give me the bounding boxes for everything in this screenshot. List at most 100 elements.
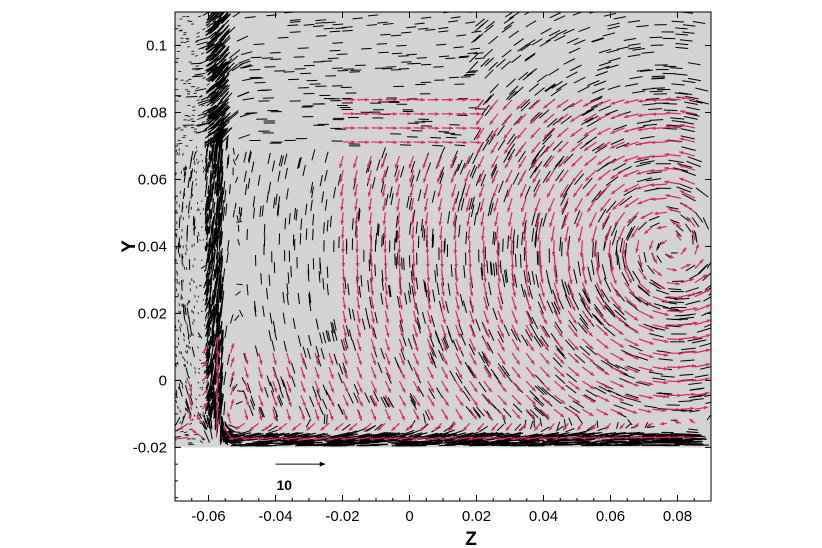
red-vector-head (245, 373, 249, 379)
black-vector (210, 151, 213, 161)
black-vector (627, 20, 641, 23)
black-vector (456, 34, 467, 37)
black-vector (179, 351, 181, 355)
red-vector-head (665, 125, 670, 129)
red-vector-head (573, 192, 578, 198)
black-vector (188, 375, 190, 379)
black-vector (407, 338, 413, 350)
black-vector (402, 429, 415, 435)
black-vector (219, 46, 230, 57)
red-vector-head (550, 237, 555, 242)
red-vector-head (678, 164, 684, 168)
black-vector (540, 335, 549, 348)
black-vector (454, 163, 460, 176)
y-tick-label: 0.02 (138, 305, 167, 322)
black-vector (501, 49, 512, 58)
black-vector (453, 9, 463, 11)
black-vector (655, 289, 670, 295)
black-vector (226, 353, 231, 366)
black-vector (524, 185, 531, 199)
red-vector-head (315, 415, 320, 421)
red-vector-head (449, 126, 454, 130)
black-vector (236, 215, 239, 222)
black-vector (616, 421, 619, 429)
red-vector-head (524, 436, 530, 441)
black-vector (593, 80, 607, 87)
red-vector-head (430, 374, 434, 379)
black-vector (382, 233, 385, 246)
black-vector (199, 387, 202, 389)
black-vector (226, 157, 229, 169)
red-vector-head (508, 236, 513, 241)
red-vector-head (355, 249, 359, 254)
black-vector (221, 36, 231, 47)
red-vector-head (354, 206, 358, 211)
red-vector-head (534, 426, 539, 431)
red-vector-head (646, 289, 651, 294)
black-vector (385, 194, 389, 206)
black-vector (704, 284, 711, 291)
black-vector (208, 74, 218, 83)
red-vector-head (463, 126, 468, 130)
black-vector (205, 65, 216, 74)
black-vector (640, 10, 652, 11)
black-vector (312, 213, 315, 226)
y-tick-label: 0.1 (146, 37, 167, 54)
black-vector (214, 36, 225, 46)
red-vector-head (175, 437, 177, 441)
red-vector-head (593, 253, 598, 258)
black-vector (177, 337, 180, 341)
black-vector (199, 116, 204, 119)
black-vector (590, 259, 595, 276)
black-vector (352, 17, 363, 20)
black-vector (196, 41, 208, 46)
red-vector-head (191, 429, 197, 434)
black-vector (196, 73, 200, 76)
black-vector (634, 355, 649, 361)
black-vector (600, 435, 615, 438)
black-vector (603, 277, 612, 292)
black-vector (534, 213, 540, 227)
red-vector-head (541, 292, 545, 298)
red-vector-head (413, 319, 418, 324)
black-vector (396, 230, 398, 243)
red-vector-head (649, 354, 654, 359)
red-vector-head (529, 333, 533, 338)
red-vector-head (562, 222, 567, 228)
black-vector (208, 118, 219, 127)
black-vector (364, 392, 371, 404)
black-vector (591, 37, 604, 43)
black-vector (690, 437, 707, 440)
black-vector (209, 0, 218, 2)
black-vector (217, 123, 227, 134)
red-vector-head (386, 360, 391, 365)
black-vector (414, 22, 425, 25)
black-vector (472, 152, 479, 164)
black-vector (286, 283, 289, 295)
red-vector-head (401, 374, 405, 379)
red-vector-head (651, 126, 656, 131)
black-vector (577, 430, 589, 434)
black-vector (214, 409, 217, 422)
red-vector-head (356, 291, 361, 296)
black-vector (342, 362, 348, 374)
black-vector (532, 404, 543, 414)
black-vector (443, 336, 450, 348)
black-vector (554, 432, 568, 437)
black-vector (416, 9, 426, 10)
black-vector (217, 277, 220, 291)
black-vector (484, 441, 502, 444)
red-vector-head (465, 207, 470, 212)
black-vector (208, 224, 211, 234)
red-vector-head (679, 190, 685, 195)
black-vector (239, 113, 252, 118)
black-vector (219, 104, 229, 115)
black-vector (214, 57, 225, 68)
red-vector-head (577, 238, 582, 243)
red-vector-head (618, 411, 623, 415)
red-vector-head (437, 207, 442, 212)
black-vector (196, 150, 198, 153)
black-vector (276, 377, 282, 389)
black-vector (552, 140, 563, 151)
red-vector-head (531, 387, 536, 392)
